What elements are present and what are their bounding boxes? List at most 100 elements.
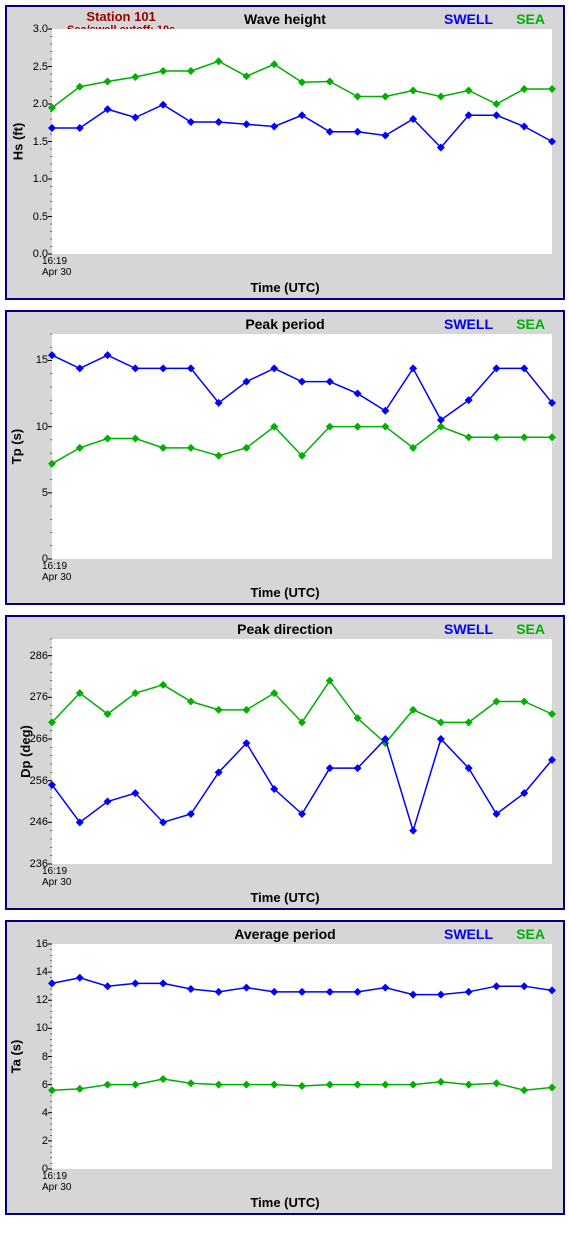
sea-marker xyxy=(520,698,528,706)
x-axis-label: Time (UTC) xyxy=(250,585,319,600)
swell-marker xyxy=(409,827,417,835)
y-tick-label: 6 xyxy=(22,1079,48,1091)
swell-marker xyxy=(492,982,500,990)
sea-marker xyxy=(409,87,417,95)
sea-marker xyxy=(242,72,250,80)
sea-marker xyxy=(409,1081,417,1089)
swell-marker xyxy=(381,132,389,140)
swell-marker xyxy=(270,364,278,372)
swell-marker xyxy=(104,105,112,113)
y-tick-label: 1.5 xyxy=(22,136,48,148)
sea-marker xyxy=(520,1086,528,1094)
x-tick-label: 16:19Apr 30 xyxy=(42,1171,71,1193)
x-tick-label: 16:19Apr 30 xyxy=(42,866,71,888)
sea-marker xyxy=(48,1086,56,1094)
swell-marker xyxy=(187,810,195,818)
sea-marker xyxy=(465,433,473,441)
swell-marker xyxy=(298,111,306,119)
y-axis-label: Tp (s) xyxy=(9,428,24,463)
sea-marker xyxy=(104,1081,112,1089)
sea-marker xyxy=(548,710,556,718)
y-tick-label: 16 xyxy=(22,938,48,950)
sea-marker xyxy=(187,67,195,75)
swell-marker xyxy=(48,979,56,987)
sea-marker xyxy=(187,698,195,706)
swell-marker xyxy=(492,111,500,119)
y-tick-label: 256 xyxy=(22,775,48,787)
swell-marker xyxy=(326,764,334,772)
x-tick-date: Apr 30 xyxy=(42,267,71,278)
swell-marker xyxy=(354,128,362,136)
chart-svg xyxy=(52,944,552,1169)
sea-marker xyxy=(465,87,473,95)
sea-marker xyxy=(437,718,445,726)
swell-marker xyxy=(159,979,167,987)
y-tick-label: 286 xyxy=(22,650,48,662)
x-tick-date: Apr 30 xyxy=(42,572,71,583)
sea-marker xyxy=(548,433,556,441)
swell-marker xyxy=(381,407,389,415)
chart-svg xyxy=(52,334,552,559)
swell-marker xyxy=(76,124,84,132)
swell-marker xyxy=(242,984,250,992)
y-tick-label: 1.0 xyxy=(22,173,48,185)
sea-marker xyxy=(437,1078,445,1086)
x-axis-label: Time (UTC) xyxy=(250,890,319,905)
sea-marker xyxy=(354,1081,362,1089)
swell-marker xyxy=(437,991,445,999)
swell-marker xyxy=(215,118,223,126)
legend-sea: SEA xyxy=(516,926,545,942)
sea-marker xyxy=(381,1081,389,1089)
chart-title: Average period xyxy=(234,926,335,942)
x-tick-time: 16:19 xyxy=(42,561,71,572)
sea-marker xyxy=(520,85,528,93)
chart-title: Peak direction xyxy=(237,621,333,637)
panel-peak_period: Peak periodSWELLSEATp (s)Time (UTC)05101… xyxy=(5,310,565,605)
swell-marker xyxy=(298,378,306,386)
swell-marker xyxy=(48,351,56,359)
swell-marker xyxy=(131,364,139,372)
swell-marker xyxy=(242,120,250,128)
sea-marker xyxy=(270,1081,278,1089)
x-axis-label: Time (UTC) xyxy=(250,1195,319,1210)
legend-sea: SEA xyxy=(516,11,545,27)
y-tick-label: 276 xyxy=(22,691,48,703)
legend-swell: SWELL xyxy=(444,11,493,27)
sea-marker xyxy=(215,57,223,65)
sea-marker xyxy=(159,1075,167,1083)
swell-marker xyxy=(548,138,556,146)
sea-line xyxy=(52,681,552,744)
swell-marker xyxy=(187,985,195,993)
sea-marker xyxy=(215,706,223,714)
sea-marker xyxy=(131,73,139,81)
swell-marker xyxy=(76,974,84,982)
panel-wave_height: Wave heightStation 101Sea/swell cutoff: … xyxy=(5,5,565,300)
chart-title: Peak period xyxy=(245,316,324,332)
y-tick-label: 12 xyxy=(22,994,48,1006)
y-tick-label: 4 xyxy=(22,1107,48,1119)
y-tick-label: 8 xyxy=(22,1051,48,1063)
swell-marker xyxy=(131,114,139,122)
sea-marker xyxy=(298,1082,306,1090)
sea-marker xyxy=(104,435,112,443)
sea-marker xyxy=(48,460,56,468)
sea-marker xyxy=(215,452,223,460)
sea-marker xyxy=(187,1079,195,1087)
swell-marker xyxy=(104,351,112,359)
swell-marker xyxy=(465,988,473,996)
legend-swell: SWELL xyxy=(444,316,493,332)
chart-svg xyxy=(52,29,552,254)
x-tick-time: 16:19 xyxy=(42,866,71,877)
sea-marker xyxy=(354,423,362,431)
y-tick-label: 2.5 xyxy=(22,61,48,73)
sea-marker xyxy=(76,444,84,452)
chart-svg xyxy=(52,639,552,864)
station-line1: Station 101 xyxy=(67,9,175,24)
legend-sea: SEA xyxy=(516,316,545,332)
legend-swell: SWELL xyxy=(444,621,493,637)
sea-marker xyxy=(187,444,195,452)
swell-marker xyxy=(270,123,278,131)
x-tick-label: 16:19Apr 30 xyxy=(42,561,71,583)
swell-marker xyxy=(187,118,195,126)
y-tick-label: 5 xyxy=(22,487,48,499)
